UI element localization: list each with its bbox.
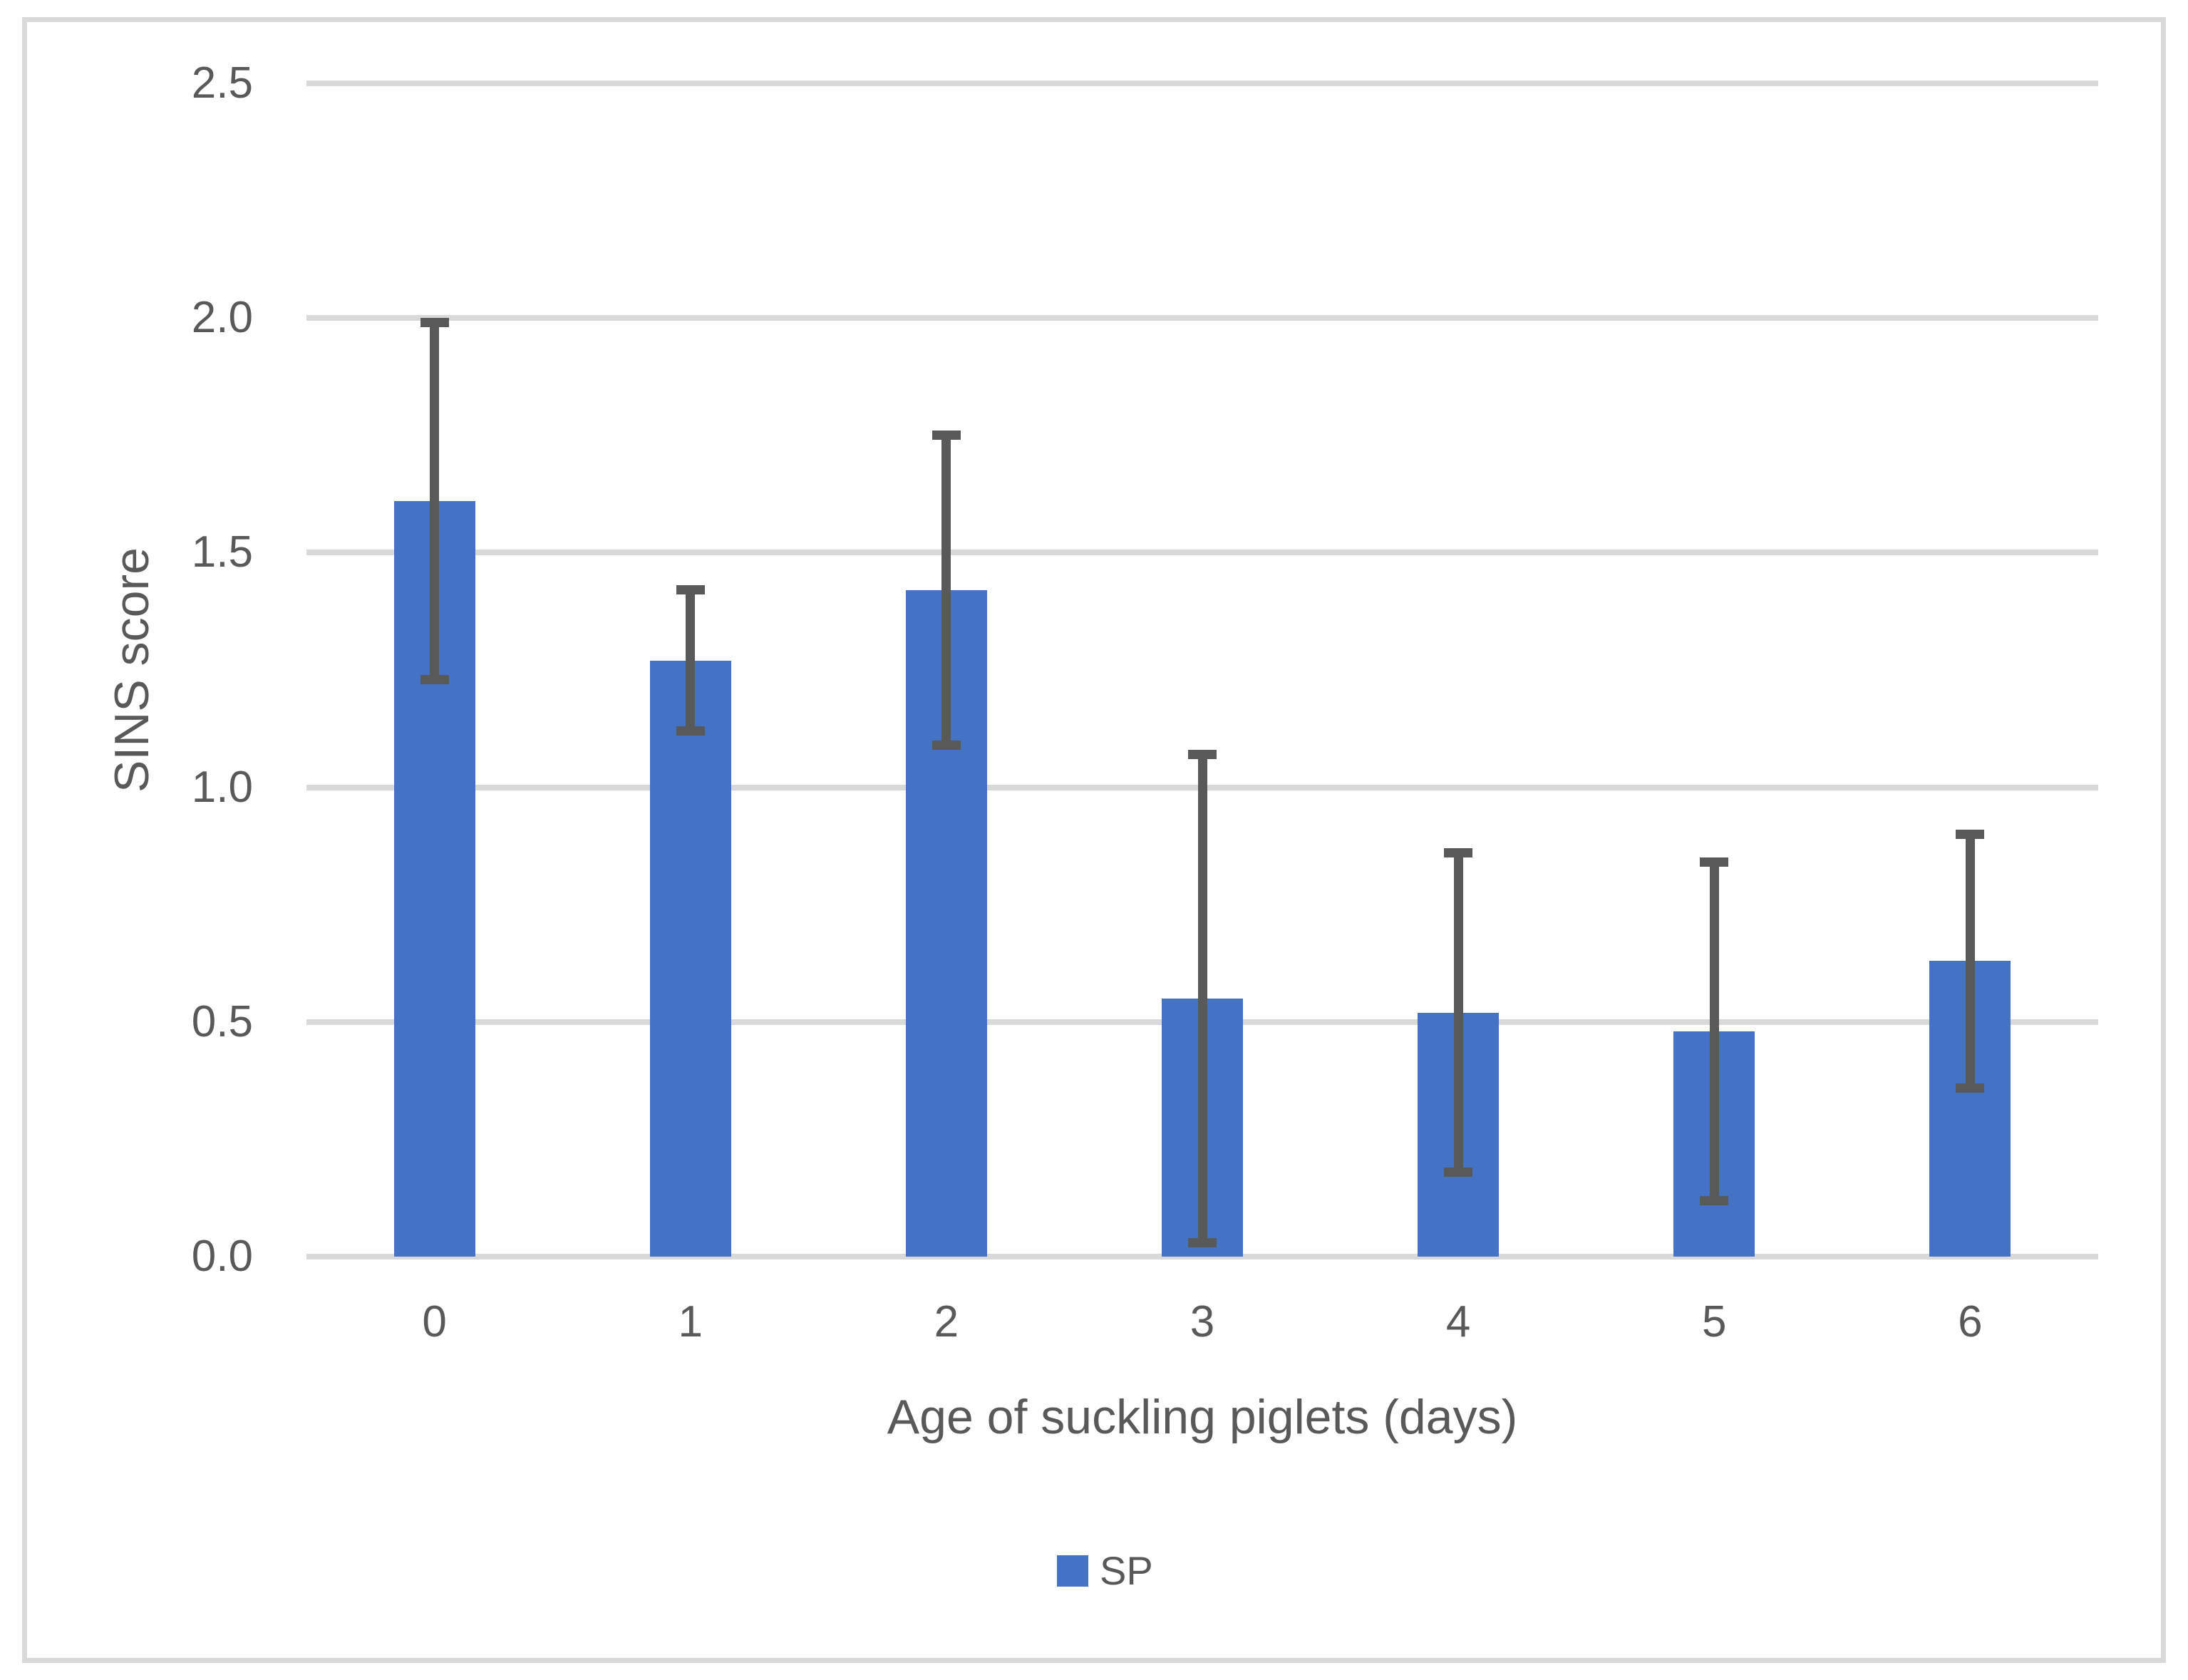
y-tick-label-2.5: 2.5	[191, 58, 253, 108]
legend-swatch-sp	[1057, 1555, 1088, 1587]
plot-area	[306, 81, 2098, 1259]
y-axis-title: SINS score	[105, 547, 159, 793]
error-bar-stem	[1709, 857, 1719, 1205]
error-bar-bottom-cap	[1188, 1237, 1217, 1247]
error-bar-day-1	[676, 585, 705, 736]
error-bar-stem	[1453, 848, 1463, 1177]
y-tick-label-0.5: 0.5	[191, 996, 253, 1046]
error-bar-top-cap	[676, 585, 705, 595]
y-tick-label-1.0: 1.0	[191, 762, 253, 812]
x-axis-title: Age of suckling piglets (days)	[887, 1390, 1518, 1444]
error-bar-bottom-cap	[1956, 1083, 1985, 1093]
error-bar-day-5	[1700, 857, 1729, 1205]
y-tick-label-0.0: 0.0	[191, 1232, 253, 1281]
x-tick-label-2: 2	[934, 1297, 959, 1346]
gridline-y-2.0	[306, 315, 2098, 321]
error-bar-stem	[941, 431, 951, 750]
x-tick-label-3: 3	[1190, 1297, 1215, 1346]
error-bar-top-cap	[932, 431, 961, 440]
error-bar-top-cap	[1188, 749, 1217, 759]
bar-day-1	[649, 660, 731, 1257]
y-tick-label-1.5: 1.5	[191, 527, 253, 577]
x-tick-label-1: 1	[678, 1297, 703, 1346]
x-tick-label-4: 4	[1445, 1297, 1471, 1346]
error-bar-top-cap	[420, 318, 449, 328]
error-bar-stem	[430, 318, 440, 684]
legend: SP	[1057, 1548, 1153, 1594]
gridline-y-1.5	[306, 550, 2098, 556]
error-bar-day-4	[1444, 848, 1473, 1177]
error-bar-bottom-cap	[1444, 1168, 1473, 1177]
error-bar-top-cap	[1444, 848, 1473, 858]
gridline-y-2.5	[306, 81, 2098, 86]
gridline-y-0.0	[306, 1254, 2098, 1259]
error-bar-day-6	[1956, 829, 1985, 1093]
error-bar-day-2	[932, 431, 961, 750]
x-tick-label-5: 5	[1702, 1297, 1727, 1346]
x-tick-label-6: 6	[1958, 1297, 1983, 1346]
y-tick-label-2.0: 2.0	[191, 293, 253, 343]
error-bar-stem	[686, 585, 696, 736]
legend-label-sp: SP	[1100, 1548, 1153, 1593]
error-bar-bottom-cap	[420, 674, 449, 684]
error-bar-bottom-cap	[932, 740, 961, 750]
error-bar-top-cap	[1956, 829, 1985, 839]
error-bar-top-cap	[1700, 857, 1729, 867]
x-tick-label-0: 0	[422, 1297, 447, 1346]
chart-border-frame	[22, 17, 2166, 1663]
error-bar-day-3	[1188, 749, 1217, 1247]
error-bar-stem	[1965, 829, 1975, 1093]
error-bar-bottom-cap	[676, 726, 705, 736]
error-bar-bottom-cap	[1700, 1195, 1729, 1205]
error-bar-day-0	[420, 318, 449, 684]
error-bar-stem	[1197, 749, 1207, 1247]
